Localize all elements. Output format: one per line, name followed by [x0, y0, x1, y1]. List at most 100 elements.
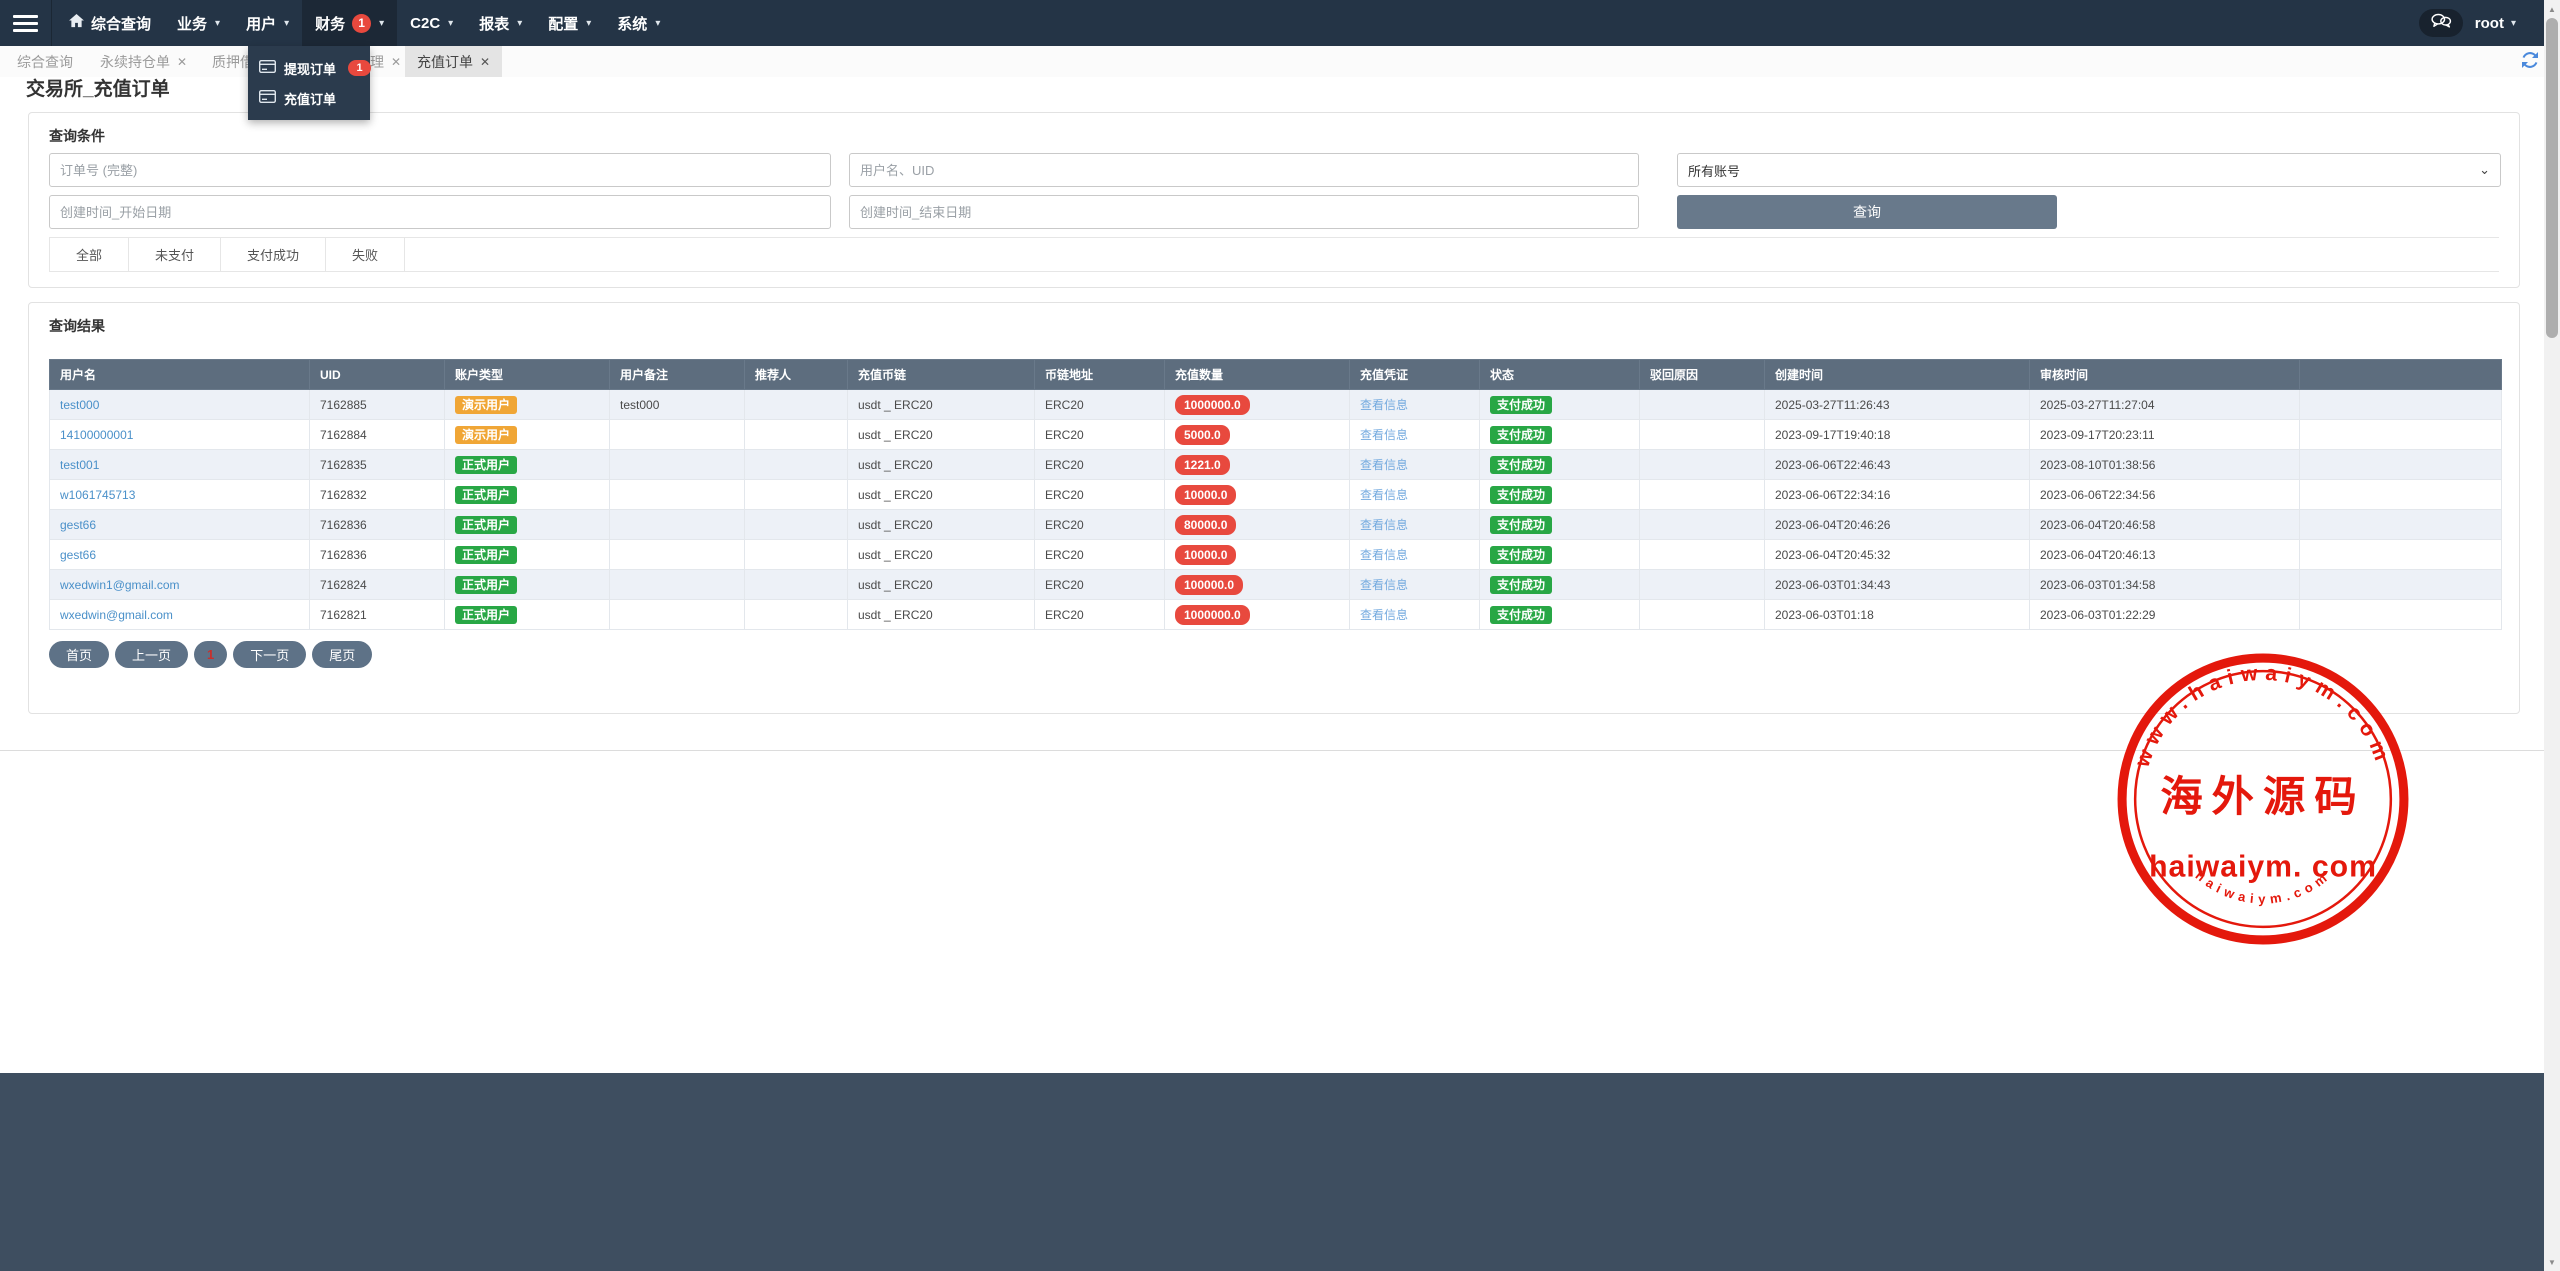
chevron-down-icon: ▾: [586, 17, 592, 29]
results-panel-heading: 查询结果: [49, 318, 105, 334]
cell-referrer: [744, 569, 848, 600]
username-link[interactable]: test000: [60, 397, 100, 412]
cell-audited-at: 2023-06-04T20:46:58: [2029, 509, 2300, 540]
next-page-button[interactable]: 下一页: [233, 641, 307, 668]
filter-failed[interactable]: 失败: [326, 238, 406, 271]
tab-label: 综合查询: [17, 53, 73, 70]
status-badge: 支付成功: [1490, 575, 1553, 594]
nav-item-system[interactable]: 系统 ▾: [604, 0, 673, 46]
cell-audited-at: 2025-03-27T11:27:04: [2029, 389, 2300, 420]
cell-audited-at: 2023-06-03T01:34:58: [2029, 569, 2300, 600]
prev-page-button[interactable]: 上一页: [115, 641, 189, 668]
close-icon[interactable]: ✕: [177, 54, 188, 69]
navbar-right: root ▾: [2418, 0, 2560, 46]
order-no-input[interactable]: [49, 153, 831, 187]
current-page-button[interactable]: 1: [194, 641, 228, 668]
refresh-button[interactable]: [2518, 48, 2542, 72]
username-label: root: [2474, 14, 2504, 32]
cell-voucher: 查看信息: [1349, 509, 1480, 540]
tab-overview[interactable]: 综合查询: [5, 46, 85, 77]
tab-recharge-orders[interactable]: 充值订单 ✕: [405, 46, 503, 77]
cell-remark: [609, 599, 745, 630]
account-select[interactable]: 所有账号 ⌄: [1677, 153, 2501, 187]
cell-coin: usdt _ ERC20: [847, 599, 1035, 630]
chevron-down-icon: ▾: [379, 17, 385, 29]
vertical-scrollbar[interactable]: ▲ ▼: [2544, 0, 2560, 1271]
nav-item-users[interactable]: 用户 ▾: [233, 0, 302, 46]
cell-remark: test000: [609, 389, 745, 420]
select-caret-icon: ⌄: [2479, 162, 2490, 177]
scroll-down-arrow[interactable]: ▼: [2548, 1257, 2556, 1267]
nav-item-finance[interactable]: 财务 1 ▾: [302, 0, 398, 46]
cell-chain: ERC20: [1034, 389, 1165, 420]
cell-coin: usdt _ ERC20: [847, 449, 1035, 480]
username-link[interactable]: wxedwin1@gmail.com: [60, 577, 180, 592]
cell-status: 支付成功: [1479, 419, 1640, 450]
column-header: 状态: [1479, 359, 1640, 390]
view-info-link[interactable]: 查看信息: [1360, 488, 1409, 502]
column-header: 用户名: [49, 359, 310, 390]
nav-item-label: 用户: [246, 15, 277, 33]
close-icon[interactable]: ✕: [480, 54, 491, 69]
cell-account-type: 正式用户: [444, 479, 610, 510]
view-info-link[interactable]: 查看信息: [1360, 608, 1409, 622]
nav-item-c2c[interactable]: C2C ▾: [397, 0, 466, 46]
start-date-input[interactable]: [49, 195, 831, 229]
username-link[interactable]: gest66: [60, 517, 97, 532]
menu-item-withdraw-orders[interactable]: 提现订单 1: [248, 53, 372, 83]
cell-username: wxedwin1@gmail.com: [49, 569, 310, 600]
end-date-input[interactable]: [849, 195, 1639, 229]
username-link[interactable]: wxedwin@gmail.com: [60, 607, 173, 622]
nav-item-business[interactable]: 业务 ▾: [164, 0, 233, 46]
username-link[interactable]: w1061745713: [60, 487, 136, 502]
table-row: test001 7162835 正式用户 usdt _ ERC20 ERC20 1221.…: [49, 449, 2502, 480]
username-link[interactable]: gest66: [60, 547, 97, 562]
cell-created-at: 2023-06-03T01:18: [1764, 599, 2030, 630]
cell-amount: 1000000.0: [1164, 389, 1350, 420]
filter-all[interactable]: 全部: [49, 238, 130, 271]
top-navbar: 综合查询 业务 ▾ 用户 ▾ 财务 1 ▾ C2C ▾ 报表 ▾ 配置 ▾ 系统 ▾ root ▾: [0, 0, 2560, 46]
cell-account-type: 正式用户: [444, 449, 610, 480]
status-badge: 支付成功: [1490, 605, 1553, 624]
query-button[interactable]: 查询: [1677, 195, 2057, 229]
menu-item-label: 提现订单: [284, 61, 337, 77]
username-link[interactable]: test001: [60, 457, 100, 472]
cell-remark: [609, 509, 745, 540]
cell-uid: 7162824: [309, 569, 445, 600]
nav-item-label: 配置: [548, 15, 579, 33]
scrollbar-thumb[interactable]: [2546, 18, 2558, 338]
view-info-link[interactable]: 查看信息: [1360, 548, 1409, 562]
username-uid-input[interactable]: [849, 153, 1639, 187]
cell-extra: [2299, 449, 2502, 480]
view-info-link[interactable]: 查看信息: [1360, 578, 1409, 592]
filter-unpaid[interactable]: 未支付: [129, 238, 222, 271]
view-info-link[interactable]: 查看信息: [1360, 428, 1409, 442]
messages-button[interactable]: [2418, 9, 2463, 37]
filter-paid[interactable]: 支付成功: [221, 238, 327, 271]
view-info-link[interactable]: 查看信息: [1360, 398, 1409, 412]
cell-account-type: 演示用户: [444, 389, 610, 420]
user-menu[interactable]: root ▾: [2475, 15, 2516, 32]
view-info-link[interactable]: 查看信息: [1360, 518, 1409, 532]
username-link[interactable]: 14100000001: [60, 427, 134, 442]
cell-chain: ERC20: [1034, 449, 1165, 480]
tab-label: 充值订单: [417, 53, 473, 70]
chevron-down-icon: ▾: [655, 17, 661, 29]
nav-item-config[interactable]: 配置 ▾: [535, 0, 604, 46]
first-page-button[interactable]: 首页: [49, 641, 110, 668]
column-header: 创建时间: [1764, 359, 2030, 390]
menu-item-recharge-orders[interactable]: 充值订单: [248, 83, 370, 113]
view-info-link[interactable]: 查看信息: [1360, 458, 1409, 472]
scroll-up-arrow[interactable]: ▲: [2548, 4, 2556, 14]
table-row: wxedwin1@gmail.com 7162824 正式用户 usdt _ ERC2…: [49, 569, 2502, 600]
page-title: 交易所_充值订单: [26, 79, 170, 100]
nav-item-reports[interactable]: 报表 ▾: [466, 0, 535, 46]
tab-perpetual-positions[interactable]: 永续持仓单 ✕: [88, 46, 199, 77]
close-icon[interactable]: ✕: [391, 54, 402, 69]
cell-status: 支付成功: [1479, 599, 1640, 630]
tab-partial-hidden[interactable]: 理 ✕: [358, 46, 413, 77]
last-page-button[interactable]: 尾页: [312, 641, 373, 668]
sidebar-toggle-button[interactable]: [0, 0, 52, 46]
amount-badge: 10000.0: [1175, 544, 1237, 565]
nav-item-overview[interactable]: 综合查询: [56, 0, 164, 46]
